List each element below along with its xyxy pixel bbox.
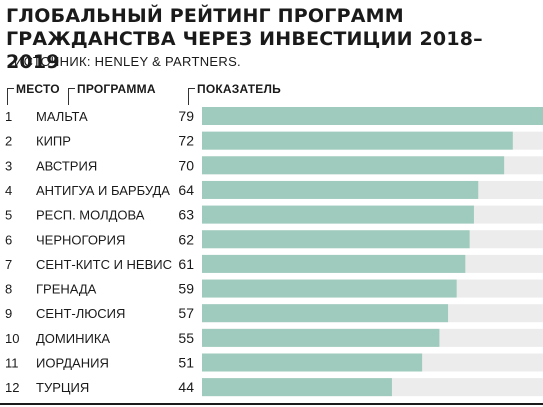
value-label: 61 bbox=[178, 256, 194, 272]
value-label: 57 bbox=[178, 305, 194, 321]
source-note: ИСТОЧНИК: HENLEY & PARTNERS. bbox=[14, 54, 241, 69]
program-label: ЧЕРНОГОРИЯ bbox=[36, 232, 125, 247]
value-label: 62 bbox=[178, 231, 194, 247]
bar bbox=[202, 378, 392, 397]
bar bbox=[202, 156, 505, 175]
bar bbox=[202, 107, 543, 125]
program-label: МАЛЬТА bbox=[36, 109, 88, 124]
rank-label: 3 bbox=[5, 158, 12, 173]
bar bbox=[202, 254, 466, 273]
bar bbox=[202, 353, 423, 372]
score-header-bracket bbox=[188, 88, 195, 105]
bar bbox=[202, 131, 513, 150]
rank-label: 4 bbox=[5, 183, 12, 198]
program-label: КИПР bbox=[36, 134, 71, 149]
rank-label: 11 bbox=[5, 356, 19, 371]
value-label: 59 bbox=[178, 281, 194, 297]
value-label: 44 bbox=[178, 379, 194, 395]
bar bbox=[202, 279, 457, 298]
program-label: СЕНТ-ЛЮСИЯ bbox=[36, 306, 125, 321]
program-header-bracket bbox=[68, 88, 75, 105]
rank-label: 5 bbox=[5, 208, 12, 223]
bar bbox=[202, 230, 470, 249]
value-label: 72 bbox=[178, 133, 194, 149]
rank-label: 1 bbox=[5, 109, 12, 124]
program-header: ПРОГРАММА bbox=[77, 82, 156, 96]
program-label: ТУРЦИЯ bbox=[36, 380, 89, 395]
bar bbox=[202, 205, 474, 224]
value-label: 79 bbox=[178, 108, 194, 124]
program-label: СЕНТ-КИТС И НЕВИС bbox=[36, 257, 172, 272]
value-label: 63 bbox=[178, 207, 194, 223]
value-label: 64 bbox=[178, 182, 194, 198]
rank-label: 12 bbox=[5, 380, 19, 395]
rank-header-bracket bbox=[7, 88, 14, 105]
chart-title: ГЛОБАЛЬНЫЙ РЕЙТИНГ ПРОГРАММ ГРАЖДАНСТВА … bbox=[6, 5, 483, 73]
rank-label: 7 bbox=[5, 257, 12, 272]
bottom-rule bbox=[0, 403, 543, 405]
program-label: РЕСП. МОЛДОВА bbox=[36, 208, 145, 223]
rank-label: 9 bbox=[5, 306, 12, 321]
rank-header: МЕСТО bbox=[16, 82, 60, 96]
rank-label: 8 bbox=[5, 282, 12, 297]
program-label: ГРЕНАДА bbox=[36, 282, 97, 297]
score-header: ПОКАЗАТЕЛЬ bbox=[197, 82, 281, 96]
program-label: ИОРДАНИЯ bbox=[36, 356, 109, 371]
rank-label: 2 bbox=[5, 134, 12, 149]
rank-label: 6 bbox=[5, 232, 12, 247]
rank-label: 10 bbox=[5, 331, 19, 346]
value-label: 51 bbox=[178, 355, 194, 371]
bar bbox=[202, 304, 449, 323]
value-label: 70 bbox=[178, 157, 194, 173]
value-label: 55 bbox=[178, 330, 194, 346]
program-label: ДОМИНИКА bbox=[36, 331, 110, 346]
program-label: АВСТРИЯ bbox=[36, 158, 97, 173]
bar bbox=[202, 180, 479, 199]
program-label: АНТИГУА И БАРБУДА bbox=[36, 183, 170, 198]
bar bbox=[202, 328, 440, 347]
